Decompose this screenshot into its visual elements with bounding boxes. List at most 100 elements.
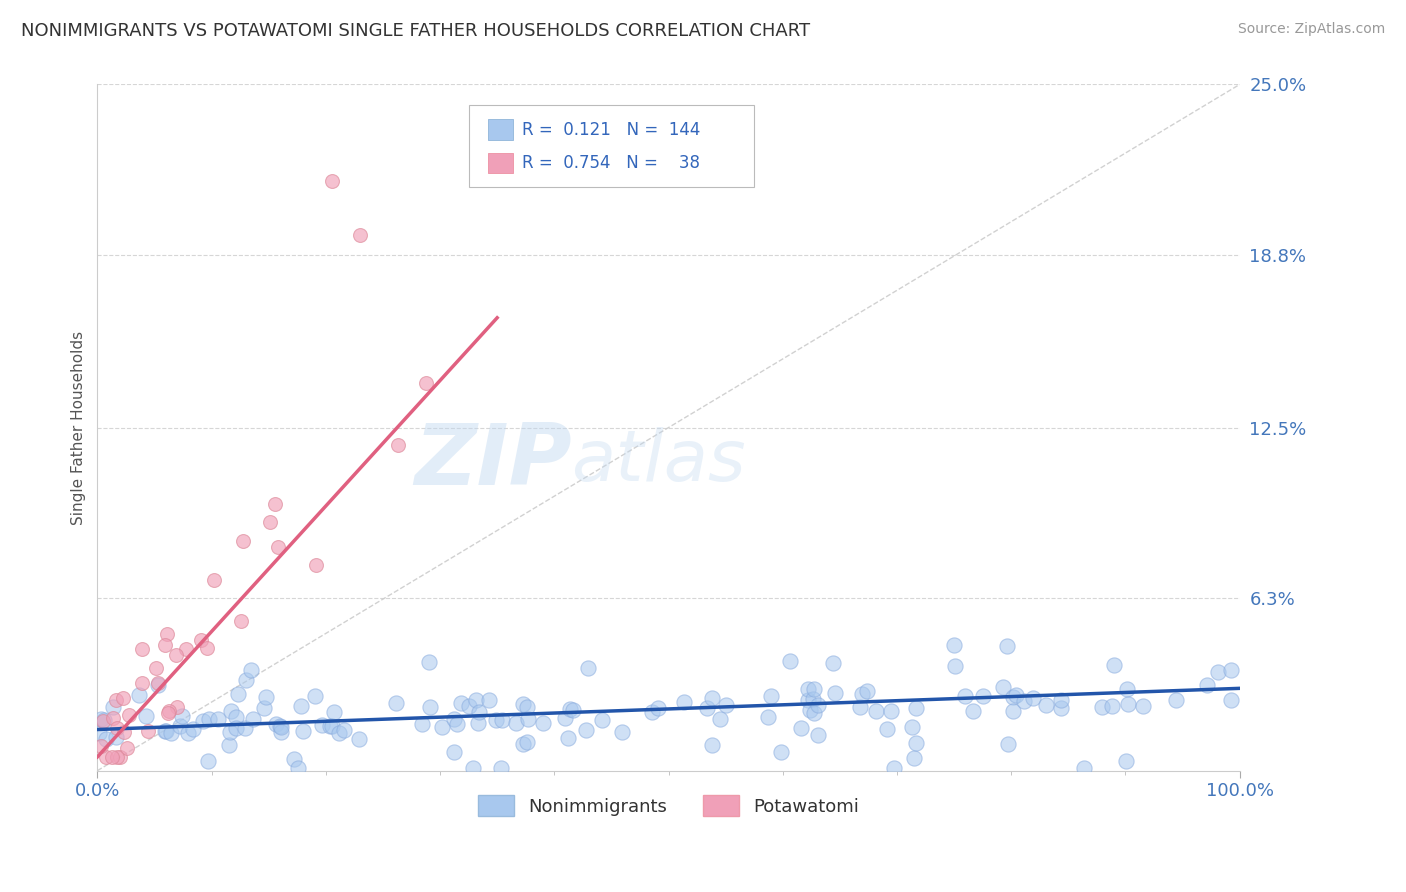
Point [512, 698, 534, 712]
Point [197, 754, 219, 768]
Point [118, 707, 141, 722]
Point [512, 737, 534, 751]
Point [169, 719, 191, 733]
Point [464, 693, 486, 707]
Point [153, 638, 176, 652]
Point [105, 750, 128, 764]
Point [714, 698, 737, 712]
Point [610, 725, 633, 739]
FancyBboxPatch shape [488, 153, 513, 173]
Point [419, 699, 441, 714]
Point [1002, 704, 1025, 718]
Point [1050, 693, 1073, 707]
Point [131, 642, 153, 657]
Point [1116, 698, 1139, 712]
Point [385, 696, 408, 710]
Point [531, 715, 554, 730]
Point [146, 676, 169, 690]
Point [259, 516, 281, 530]
Point [641, 705, 664, 719]
Point [156, 627, 179, 641]
Point [1115, 755, 1137, 769]
Point [962, 704, 984, 718]
Point [904, 736, 927, 750]
Point [591, 713, 613, 727]
Point [264, 717, 287, 731]
Point [478, 693, 501, 707]
Point [1012, 694, 1035, 708]
Point [193, 714, 215, 728]
Point [87, 725, 110, 739]
Point [160, 726, 183, 740]
Point [769, 745, 792, 759]
Text: NONIMMIGRANTS VS POTAWATOMI SINGLE FATHER HOUSEHOLDS CORRELATION CHART: NONIMMIGRANTS VS POTAWATOMI SINGLE FATHE… [21, 22, 810, 40]
Point [1132, 698, 1154, 713]
FancyBboxPatch shape [468, 105, 754, 187]
Point [100, 750, 122, 764]
Point [112, 725, 135, 739]
Point [485, 714, 508, 728]
Point [177, 726, 200, 740]
Point [1073, 761, 1095, 775]
Point [347, 731, 370, 746]
Point [242, 712, 264, 726]
Point [332, 723, 354, 737]
Point [1101, 698, 1123, 713]
Point [759, 689, 782, 703]
Point [1050, 700, 1073, 714]
Point [1206, 665, 1229, 679]
Point [557, 731, 579, 745]
Point [1005, 688, 1028, 702]
Point [166, 700, 188, 714]
Point [779, 654, 801, 668]
Point [797, 681, 820, 696]
Point [709, 712, 731, 726]
Point [1220, 663, 1243, 677]
Point [181, 723, 204, 737]
Point [225, 721, 247, 735]
Point [1102, 658, 1125, 673]
Point [94, 750, 117, 764]
Point [157, 704, 180, 718]
Point [1091, 700, 1114, 714]
Point [876, 723, 898, 737]
Point [1022, 690, 1045, 705]
Point [145, 661, 167, 675]
Point [790, 721, 813, 735]
Point [283, 752, 305, 766]
Point [756, 710, 779, 724]
Point [1219, 693, 1241, 707]
Point [461, 761, 484, 775]
Point [900, 720, 922, 734]
Point [165, 648, 187, 663]
Point [96, 731, 118, 746]
Point [219, 705, 242, 719]
Point [328, 726, 350, 740]
Point [443, 712, 465, 726]
Point [269, 719, 291, 733]
Point [111, 691, 134, 706]
Point [349, 228, 371, 243]
Point [321, 719, 343, 733]
Point [115, 740, 138, 755]
Point [90, 712, 112, 726]
Point [411, 717, 433, 731]
Text: Source: ZipAtlas.com: Source: ZipAtlas.com [1237, 22, 1385, 37]
Point [155, 724, 177, 739]
Point [174, 642, 197, 657]
Point [135, 709, 157, 723]
Point [128, 688, 150, 702]
Point [505, 715, 527, 730]
Point [942, 638, 965, 652]
Point [443, 745, 465, 759]
Point [287, 761, 309, 775]
Point [576, 661, 599, 675]
Point [561, 703, 583, 717]
Point [943, 658, 966, 673]
Point [1164, 693, 1187, 707]
Point [824, 686, 846, 700]
Point [575, 723, 598, 737]
Point [226, 687, 249, 701]
Point [290, 699, 312, 714]
Point [233, 721, 256, 735]
